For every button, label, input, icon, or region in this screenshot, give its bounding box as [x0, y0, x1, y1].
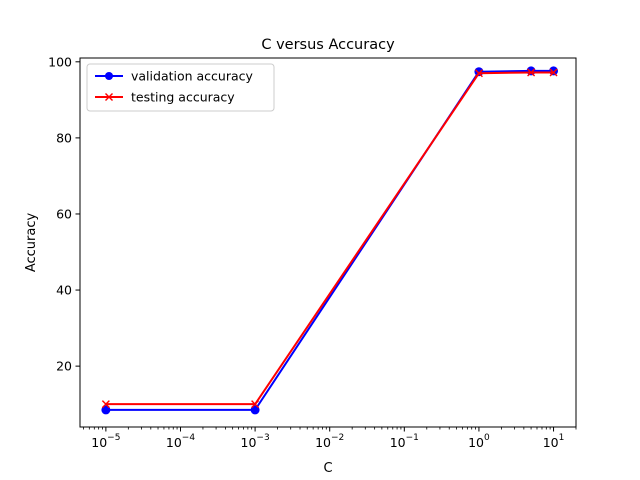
legend-entry: validation accuracy: [95, 69, 254, 84]
y-axis-label: Accuracy: [24, 213, 39, 273]
legend-marker: [105, 93, 113, 101]
axes-frame: [79, 57, 577, 428]
legend: validation accuracy testing accuracy: [86, 63, 275, 112]
legend-marker: [105, 72, 113, 80]
x-tick-label: 101: [543, 433, 565, 450]
series-testing-accuracy: [101, 68, 558, 409]
series-validation-accuracy: [101, 66, 559, 415]
legend-box: [86, 63, 275, 112]
data-point: [474, 69, 483, 78]
chart-title: C versus Accuracy: [261, 37, 395, 53]
y-tick-label: 100: [48, 54, 72, 69]
legend-label: testing accuracy: [131, 90, 235, 105]
x-tick-label: 10−4: [166, 433, 195, 450]
y-tick-label: 20: [56, 359, 72, 374]
data-point: [101, 405, 111, 415]
x-tick-label: 10−5: [91, 433, 120, 450]
y-tick-label: 40: [56, 283, 72, 298]
data-point: [250, 405, 260, 415]
x-axis-ticks: 10−5 10−4 10−3 10−2 10−1 100 101: [83, 427, 577, 450]
data-point: [101, 400, 110, 409]
legend-label: validation accuracy: [131, 69, 254, 84]
x-tick-label: 10−2: [315, 433, 344, 450]
data-point: [549, 68, 558, 77]
x-tick-label: 10−1: [390, 433, 419, 450]
x-tick-label: 100: [468, 433, 490, 450]
data-point: [526, 66, 536, 76]
x-axis-label: C: [323, 461, 332, 476]
data-point: [527, 68, 536, 77]
x-tick-label: 10−3: [241, 433, 270, 450]
y-tick-label: 60: [56, 206, 72, 221]
plot-content: [101, 66, 559, 415]
data-point: [549, 66, 559, 76]
legend-entry: testing accuracy: [95, 90, 235, 105]
y-tick-label: 80: [56, 130, 72, 145]
data-point: [251, 400, 260, 409]
y-axis-ticks: 20 40 60 80 100: [48, 54, 80, 374]
